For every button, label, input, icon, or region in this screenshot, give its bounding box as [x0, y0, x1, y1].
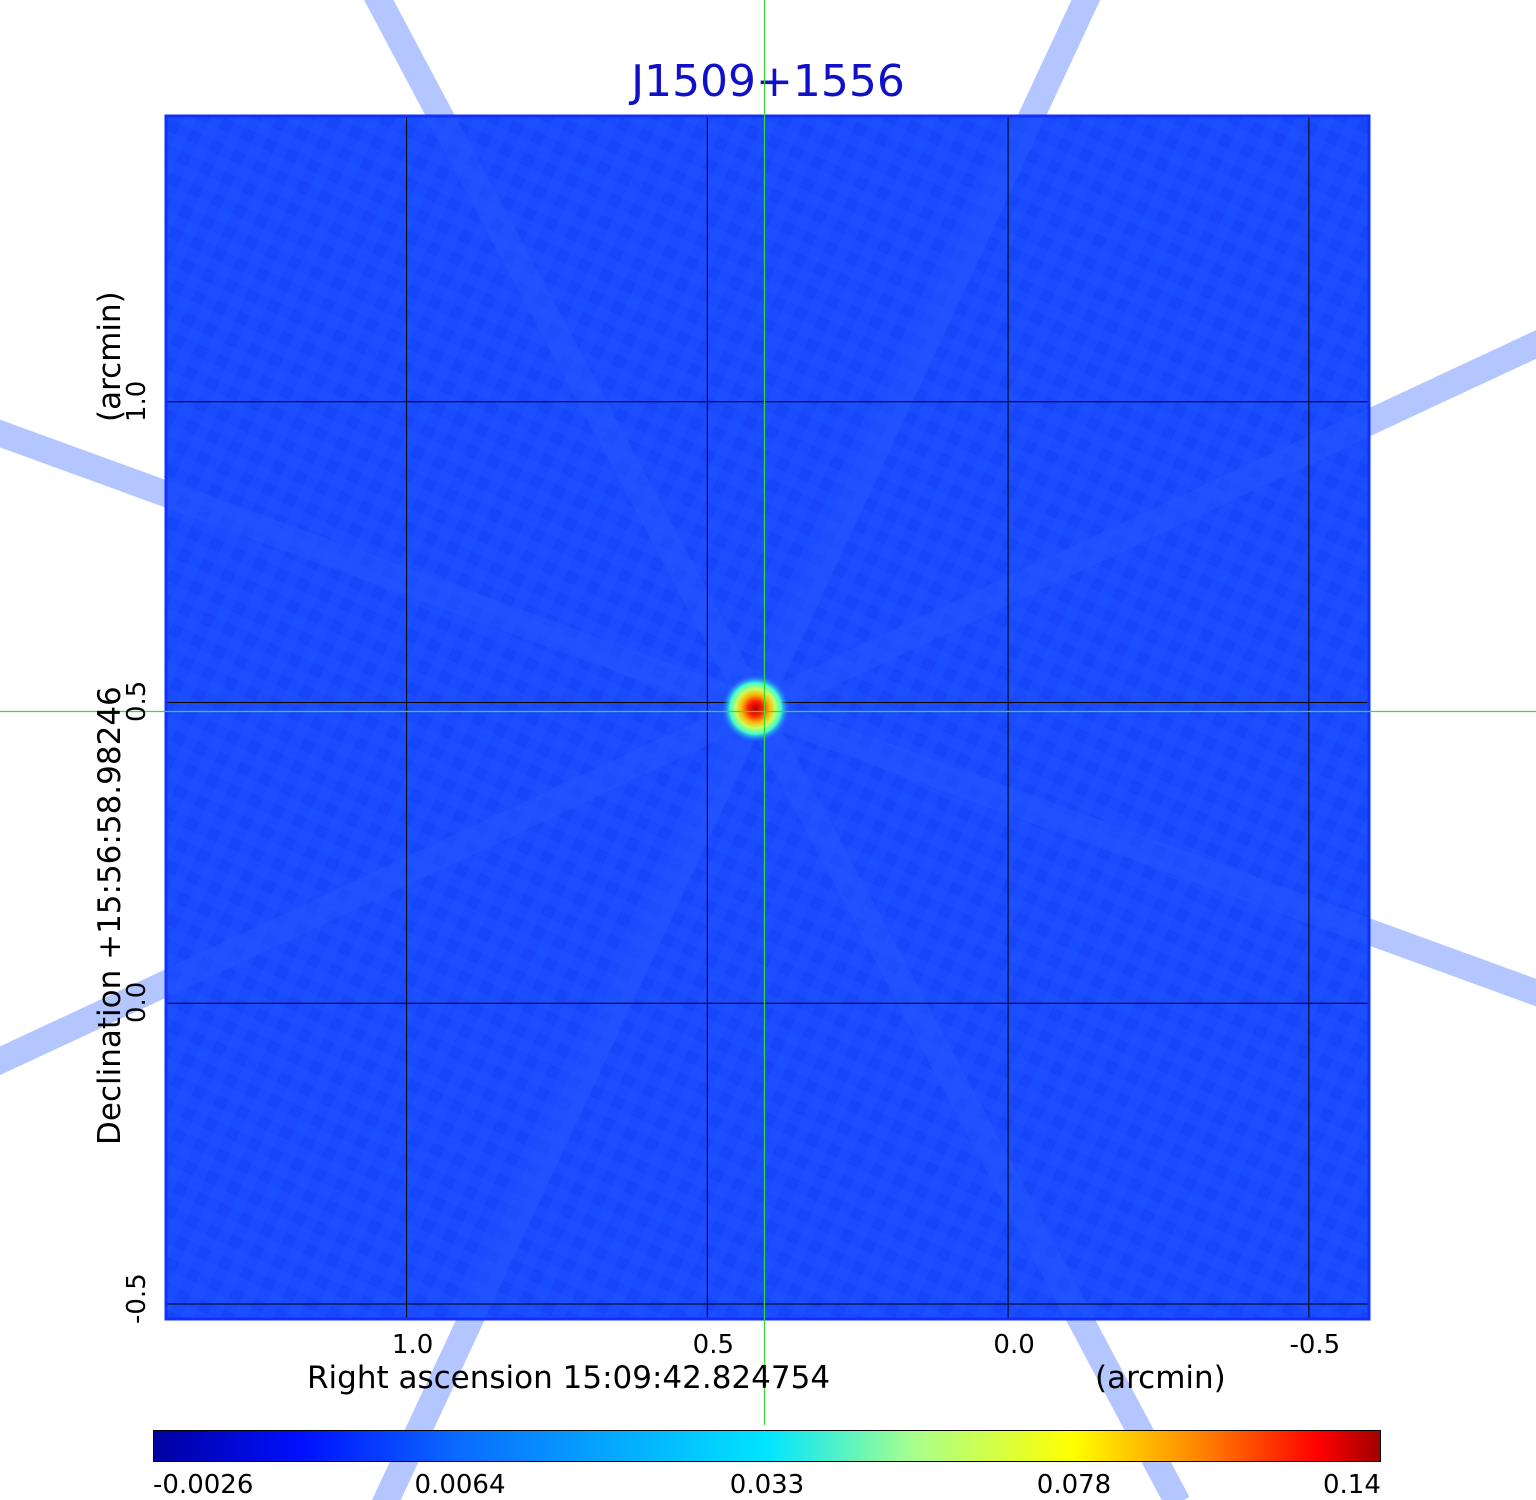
x-tick-label: 0.0 [993, 1330, 1035, 1360]
source-blob[interactable] [721, 674, 790, 743]
x-tick-label: -0.5 [1289, 1330, 1341, 1360]
colorbar-tick-label: 0.033 [729, 1470, 805, 1500]
chart-title: J1509+1556 [631, 56, 905, 107]
y-axis-unit: (arcmin) [92, 291, 128, 422]
y-tick-label: -0.5 [122, 1273, 152, 1324]
colorbar-tick-label: 0.078 [1036, 1470, 1112, 1500]
colorbar [153, 1430, 1381, 1462]
x-tick-label: 0.5 [692, 1330, 735, 1360]
y-axis-label: Declination +15:56:58.98246 [92, 686, 128, 1145]
x-tick-label: 1.0 [391, 1330, 434, 1360]
x-axis-unit: (arcmin) [1095, 1360, 1226, 1396]
colorbar-tick-label: 0.14 [1323, 1470, 1381, 1500]
colorbar-tick-label: -0.0026 [153, 1470, 254, 1500]
x-axis-label: Right ascension 15:09:42.824754 [307, 1360, 831, 1396]
image-frame [164, 114, 1371, 1321]
crosshair [0, 0, 1536, 1425]
coordinate-grid [166, 116, 1369, 1319]
colorbar-tick-label: 0.0064 [414, 1470, 506, 1500]
